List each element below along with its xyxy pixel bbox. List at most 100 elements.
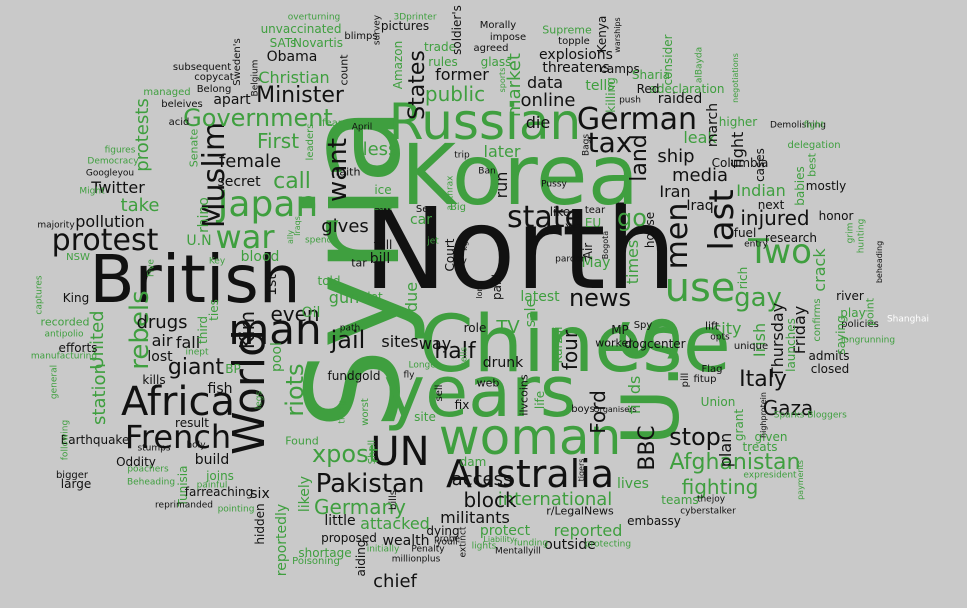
word-penalty: Penalty [411,544,445,555]
word-googleyou: Googleyou [85,168,135,179]
word-majority: majority [37,220,75,231]
word-bigger: bigger [55,470,89,481]
word-apart: apart [213,92,251,108]
word-expresident: expresident [743,470,797,481]
word-liability: Liability [483,535,515,544]
word-killing: killing [604,77,618,113]
word-acid: acid [168,117,190,128]
word-site: site [414,410,436,424]
word-public: public [424,82,486,106]
word-result: result [175,416,209,430]
word-given: given [754,430,788,444]
word-organisers: Organisers [593,405,637,414]
word-two: Two [748,232,812,272]
word-africa: Africa [120,379,236,425]
word-eu: EU [584,216,602,230]
word-less: less [362,139,398,160]
word-pardon: pardon [555,254,587,265]
word-air: air [151,331,173,350]
word-sports: sports [498,67,507,93]
word-ilvcoins: ilvcoins [517,374,531,416]
word-dam: dam [459,455,487,469]
word-confirms: confirms [812,298,823,342]
word-legs: legs [254,390,265,410]
word-mostly: mostly [805,179,847,193]
word-fitup: fitup [693,374,717,385]
word-novartis: Novartis [293,36,343,50]
word-figures: figures [104,145,136,156]
word-japan: Japan [217,184,319,225]
word-lost: lost [147,349,173,365]
word-wealth: wealth [382,533,430,549]
word-poisoning: Poisoning [292,556,340,567]
word-glass: glass [480,55,512,69]
word-supreme: Supreme [542,23,592,37]
word-ban: Ban [478,166,496,177]
word-australia: Australia [445,452,615,496]
word-injured: injured [740,206,810,230]
word-house: house [643,211,657,249]
word-beheading: Beheading [126,477,176,488]
word-media: media [671,165,729,186]
word-trip: trip [454,150,470,161]
word-teams: teams [661,493,699,507]
word-camps: camps [600,62,640,76]
word-push: push [619,95,641,106]
word-oddity: Oddity [116,455,156,469]
word-government: Government [183,104,333,132]
word-obama: Obama [266,49,318,65]
word-embassy: embassy [627,514,681,528]
word-unvaccinated: unvaccinated [260,22,342,36]
word-pill: pill [680,372,691,388]
word-sell: sell [434,384,445,402]
word-chief: chief [373,571,417,592]
word-state: state [507,200,583,235]
word-dying: dying [426,524,460,538]
word-paid: paid [490,274,504,300]
word-latest: latest [520,289,560,305]
word-land: land [627,134,652,182]
word-tells: tells [585,78,615,94]
word-farreaching: farreaching [184,485,254,499]
word-antipolio: antipolio [44,329,84,340]
word-access: access [451,469,513,490]
word-king: King [62,291,90,305]
word-lives: lives [617,476,649,492]
word-protect: protect [479,523,531,539]
word-times: times [623,239,642,285]
word-iraq: Iraq [686,198,714,214]
word-efforts: efforts [58,341,98,355]
word-belong: Belong [196,84,232,95]
word-crack: crack [810,248,829,292]
word-key: Key [208,256,226,267]
word-iraqs: Iraqs [293,216,302,236]
word-grant: grant [732,408,746,442]
word-adeclaration: adeclaration [649,82,725,96]
word-spy: Spy [633,320,653,331]
word-station: station [89,363,110,425]
word-former: former [435,65,489,84]
word-senate: Senate [187,128,201,168]
word-city: city [712,319,742,338]
word-pictures: pictures [380,19,430,33]
word-die: die [525,113,551,132]
word-mentallyill: Mentallyill [495,546,541,557]
word-aiding: aiding [354,539,368,577]
word-toll: toll [373,238,393,252]
word-may: May [581,255,611,271]
word-french: French [124,418,232,456]
word-faith: faith [335,165,361,179]
word-spends: spends [304,235,338,246]
word-shanghai: Shanghai [886,314,930,325]
word-tiger: tigers [577,458,586,482]
word-bogota: Bogota [601,230,610,260]
word-count: count [337,54,351,86]
word-painful: painful [196,480,228,491]
word-recorded: recorded [40,315,90,329]
word-protest: protest [51,223,159,258]
word-morally: Morally [479,20,517,31]
word-3dprinter: 3Dprinter [393,12,437,23]
word-nsw: NSW [66,252,90,263]
word-data: data [526,73,564,92]
word-online: online [520,90,576,111]
